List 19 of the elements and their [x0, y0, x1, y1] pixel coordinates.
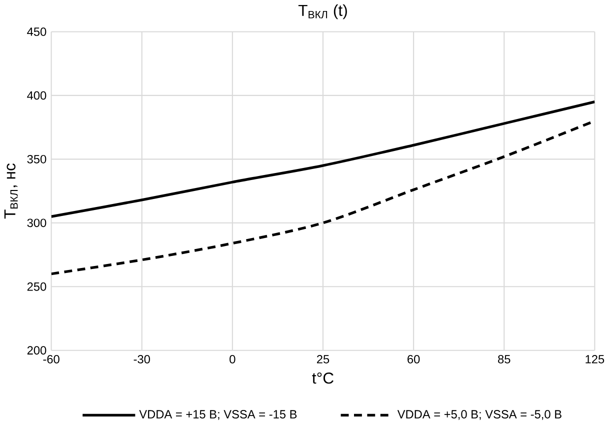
x-tick-label: -60 — [43, 355, 60, 364]
x-tick-label: 85 — [498, 355, 510, 364]
chart-title: T$_{ВКЛ}$ (t) — [298, 4, 347, 20]
x-tick-label: -30 — [134, 355, 150, 364]
x-tick-label: 125 — [586, 355, 604, 364]
x-tick-label: 25 — [316, 355, 330, 364]
x-tick-label: 0 — [230, 355, 236, 364]
line-series — [51, 100, 595, 218]
y-tick-label: 400 — [27, 91, 46, 100]
x-tick-label: 60 — [408, 355, 420, 364]
legend-label: VDDA = +5,0 В; VSSA = -5,0 В — [397, 410, 562, 420]
y-tick-label: 200 — [27, 346, 46, 355]
y-axis-title: T$_{ВКЛ}$, нс — [4, 164, 18, 219]
y-tick-label: 250 — [27, 282, 46, 292]
x-axis-title: t°C — [312, 372, 334, 384]
legend-label: VDDA = +15 В; VSSA = -15 В — [139, 410, 297, 420]
y-tick-label: 350 — [27, 155, 46, 164]
y-tick-label: 300 — [27, 218, 46, 228]
y-tick-label: 450 — [27, 28, 46, 36]
